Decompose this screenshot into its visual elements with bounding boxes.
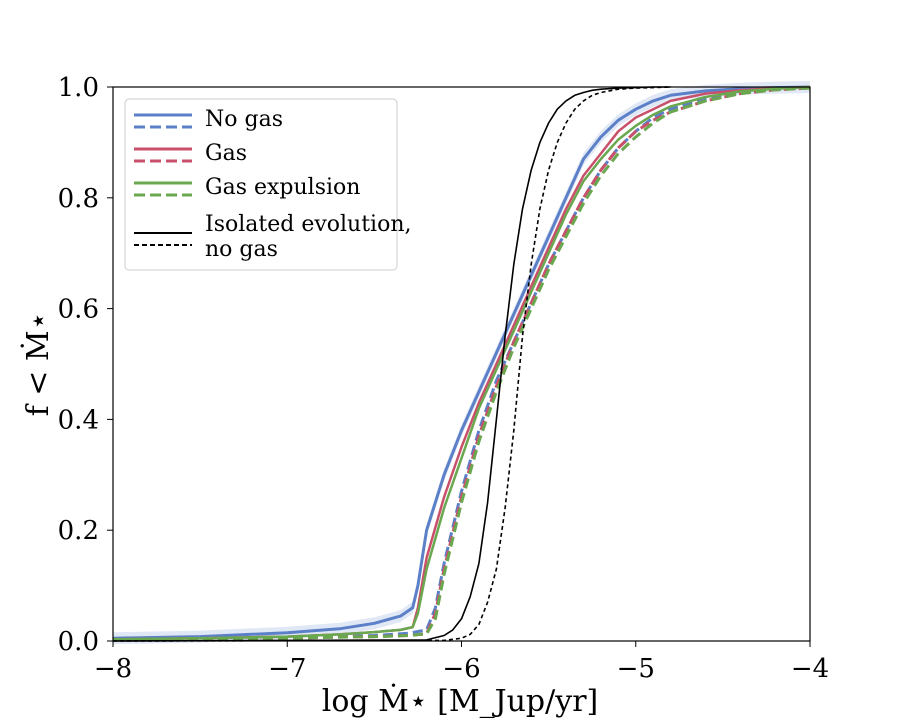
x-tick-label-2: −6 — [442, 654, 480, 684]
series-layer — [112, 81, 811, 645]
series-line-7 — [112, 86, 671, 642]
x-tick-label-3: −5 — [617, 654, 655, 684]
legend-label-isolated-line2: no gas — [205, 237, 278, 262]
x-tick-label-0: −8 — [94, 654, 132, 684]
x-axis-label: log Ṁ⋆ [M_Jup/yr] — [322, 683, 599, 719]
y-tick-label-3: 0.6 — [58, 295, 99, 325]
y-tick-label-2: 0.4 — [58, 405, 99, 435]
legend-label-gas: Gas — [205, 141, 247, 166]
y-tick-label-1: 0.2 — [58, 516, 99, 546]
series-line-4 — [112, 85, 811, 641]
legend-entry-no-gas: No gas — [134, 107, 283, 132]
series-line-0 — [112, 85, 811, 640]
y-tick-label-5: 1.0 — [58, 73, 99, 103]
y-axis: 0.0 0.2 0.4 0.6 0.8 1.0 — [58, 73, 113, 657]
y-tick-label-0: 0.0 — [58, 627, 99, 657]
legend-entry-isolated: Isolated evolution, no gas — [134, 212, 412, 262]
x-axis: −8 −7 −6 −5 −4 — [94, 641, 829, 684]
series-line-6 — [112, 86, 671, 642]
series-line-1 — [112, 86, 811, 641]
x-tick-label-1: −7 — [268, 654, 306, 684]
legend-entry-gas-expulsion: Gas expulsion — [134, 175, 360, 200]
legend-label-isolated-line1: Isolated evolution, — [205, 212, 412, 237]
legend-entry-gas: Gas — [134, 141, 247, 166]
y-axis-label: f < Ṁ⋆ — [20, 312, 56, 417]
legend-label-gas-expulsion: Gas expulsion — [205, 175, 360, 200]
legend-box — [124, 98, 398, 271]
legend-label-no-gas: No gas — [205, 107, 283, 132]
y-tick-label-4: 0.8 — [58, 184, 99, 214]
legend: No gas Gas Gas expulsion Isolated evolut… — [124, 98, 412, 271]
series-line-3 — [112, 86, 811, 642]
series-line-5 — [112, 86, 811, 642]
x-tick-label-4: −4 — [791, 654, 829, 684]
